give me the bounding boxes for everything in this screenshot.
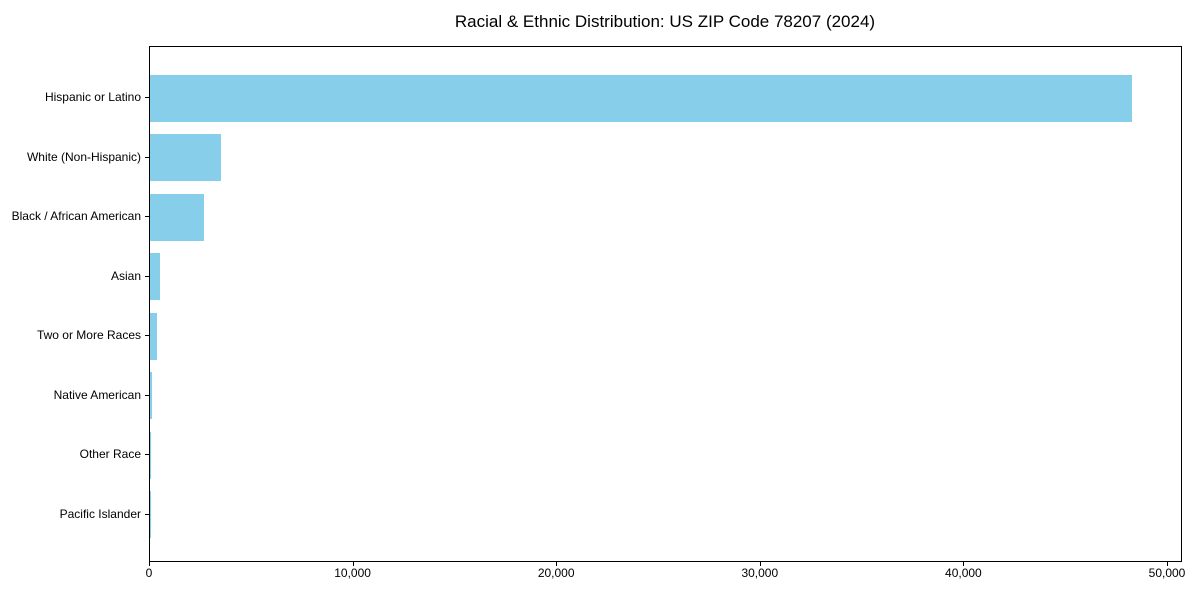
y-tick-label: Two or More Races: [36, 328, 141, 343]
y-tick: [145, 394, 149, 396]
x-tick-label: 0: [145, 566, 153, 580]
x-tick-label: 10,000: [334, 566, 371, 580]
x-tick-label: 30,000: [741, 566, 779, 580]
bar: [150, 193, 205, 241]
x-tick-label: 40,000: [945, 566, 982, 580]
y-tick-label: Asian: [110, 268, 141, 283]
bar: [150, 74, 1133, 122]
x-tick-label: 50,000: [1148, 566, 1186, 580]
x-tick: [556, 562, 558, 566]
plot-area: [149, 46, 1182, 562]
bar: [150, 312, 158, 360]
chart-title: Racial & Ethnic Distribution: US ZIP Cod…: [454, 12, 876, 31]
x-tick: [759, 562, 761, 566]
y-tick-label: Native American: [53, 387, 141, 402]
y-tick-label: Black / African American: [11, 209, 141, 224]
y-tick: [145, 97, 149, 98]
x-tick-label: 20,000: [537, 566, 575, 580]
x-tick: [963, 562, 965, 566]
y-tick-label: Hispanic or Latino: [44, 90, 141, 104]
x-tick: [1167, 562, 1168, 566]
y-tick-label: Pacific Islander: [59, 506, 141, 521]
bar: [150, 134, 222, 182]
y-tick: [145, 275, 149, 277]
y-tick: [145, 335, 149, 337]
bar: [150, 372, 152, 420]
y-tick-label: Other Race: [79, 447, 141, 462]
y-tick: [145, 216, 149, 218]
y-tick-label: White (Non-Hispanic): [26, 149, 141, 164]
bar: [150, 253, 160, 301]
y-tick: [145, 156, 149, 158]
bar: [150, 491, 151, 539]
x-tick: [149, 562, 150, 566]
bar: [150, 431, 152, 479]
x-tick: [352, 562, 354, 566]
y-tick: [145, 513, 149, 515]
y-tick: [145, 454, 149, 456]
